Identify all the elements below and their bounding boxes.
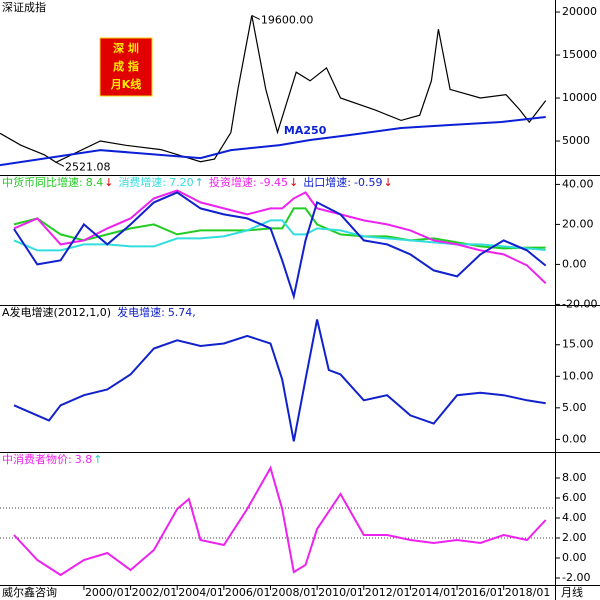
series-line: [0, 15, 547, 163]
legend-trend: ↑: [93, 453, 102, 466]
badge-text: 月K线: [110, 77, 142, 91]
legend-value: 5.74,: [168, 306, 196, 319]
y-tick-label: 4.00: [562, 511, 587, 524]
badge-text: 深 圳: [113, 41, 139, 55]
y-tick-label: 40.00: [562, 177, 594, 190]
x-tick-label: 2014/01: [411, 586, 457, 599]
y-tick-label: 5000: [562, 134, 590, 147]
y-tick-label: 10000: [562, 91, 597, 104]
x-tick-label: 2018/01: [505, 586, 551, 599]
legend-label: 投资增速:: [209, 175, 257, 189]
legend-label: 出口增速:: [303, 175, 351, 189]
legend-value: 7.20: [169, 176, 194, 189]
series-line: [13, 189, 547, 285]
badge-text: 成 指: [113, 59, 139, 73]
y-tick-label: -2.00: [562, 571, 590, 584]
legend-value: 3.8: [75, 453, 93, 466]
y-tick-label: 2.00: [562, 531, 587, 544]
y-tick-label: 15000: [562, 48, 597, 61]
annotation-leader: [251, 15, 261, 20]
legend-label: 发电增速:: [117, 305, 165, 319]
series-line: [13, 465, 547, 577]
panel-title: A发电增速(2012,1,0): [2, 305, 111, 319]
x-tick-label: 2016/01: [458, 586, 504, 599]
y-tick-label: 0.00: [562, 257, 587, 270]
series-line: [13, 319, 546, 442]
legend-value: -9.45: [260, 176, 288, 189]
x-tick-label: 2002/01: [132, 586, 178, 599]
x-tick-label: 2000/01: [85, 586, 131, 599]
y-tick-label: 20.00: [562, 217, 594, 230]
footer-source: 威尔鑫咨询: [2, 585, 57, 599]
legend-trend: ↑: [195, 176, 204, 189]
x-tick-label: 2012/01: [365, 586, 411, 599]
y-tick-label: 20000: [562, 5, 597, 18]
legend-label: 中消费者物价:: [2, 452, 72, 466]
legend-label: 中货币同比增速:: [2, 175, 83, 189]
x-tick-label: 2004/01: [178, 586, 224, 599]
footer-period: 月线: [561, 585, 583, 599]
series-label: MA250: [284, 124, 327, 137]
legend-trend: ↓: [383, 176, 392, 189]
annotation: 2521.08: [65, 160, 111, 173]
y-tick-label: 8.00: [562, 471, 587, 484]
annotation-leader: [55, 161, 65, 167]
series-line: [13, 191, 547, 301]
x-tick-label: 2008/01: [272, 586, 318, 599]
y-tick-label: 0.00: [562, 432, 587, 445]
y-tick-label: 15.00: [562, 338, 594, 351]
badge: [99, 37, 153, 97]
y-tick-label: -20.00: [562, 297, 597, 310]
y-tick-label: 5.00: [562, 401, 587, 414]
x-tick-label: 2006/01: [225, 586, 271, 599]
legend-value: 8.4: [86, 176, 104, 189]
y-tick-label: 10.00: [562, 369, 594, 382]
legend-value: -0.59: [354, 176, 382, 189]
series-line: [0, 116, 546, 167]
panel-title: 深证成指: [2, 0, 46, 14]
annotation: 19600.00: [261, 13, 314, 26]
y-tick-label: 0.00: [562, 551, 587, 564]
x-tick-label: 2010/01: [318, 586, 364, 599]
series-line: [13, 207, 546, 250]
legend-trend: ↓: [289, 176, 298, 189]
legend-trend: ↓: [104, 176, 113, 189]
y-tick-label: 6.00: [562, 491, 587, 504]
legend-label: 消费增速:: [118, 175, 166, 189]
